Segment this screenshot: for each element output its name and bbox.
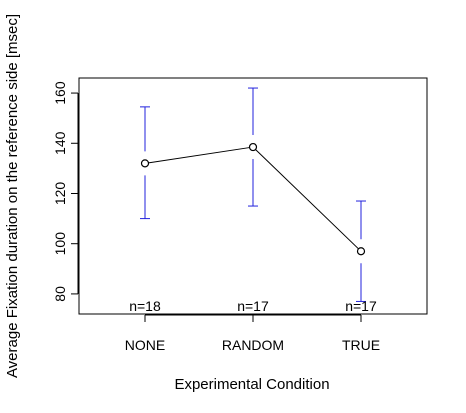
series-segment — [255, 149, 359, 250]
y-tick-label: 80 — [52, 286, 68, 302]
y-tick-label: 120 — [52, 182, 68, 206]
series-line — [140, 142, 366, 256]
x-tick-label: RANDOM — [222, 337, 284, 353]
y-tick-label: 100 — [52, 232, 68, 256]
x-axis: NONE RANDOM TRUE — [125, 314, 380, 353]
sample-size-label: n=18 — [129, 298, 161, 314]
data-point — [140, 159, 150, 168]
y-tick-label: 140 — [52, 131, 68, 155]
x-tick-label: NONE — [125, 337, 165, 353]
data-point — [356, 247, 366, 256]
sample-size-label: n=17 — [237, 298, 269, 314]
sample-size-labels: n=18 n=17 n=17 — [129, 298, 377, 314]
plot-area — [78, 77, 428, 315]
x-axis-label: Experimental Condition — [174, 376, 329, 393]
series-segment — [148, 147, 250, 164]
y-tick-label: 160 — [52, 81, 68, 105]
y-axis-label: Average Fixation duration on the referen… — [4, 14, 21, 378]
y-axis: 80 100 120 140 160 — [52, 81, 79, 302]
error-bars — [140, 87, 366, 302]
x-tick-label: TRUE — [342, 337, 380, 353]
data-point — [248, 142, 258, 152]
sample-size-label: n=17 — [345, 298, 377, 314]
